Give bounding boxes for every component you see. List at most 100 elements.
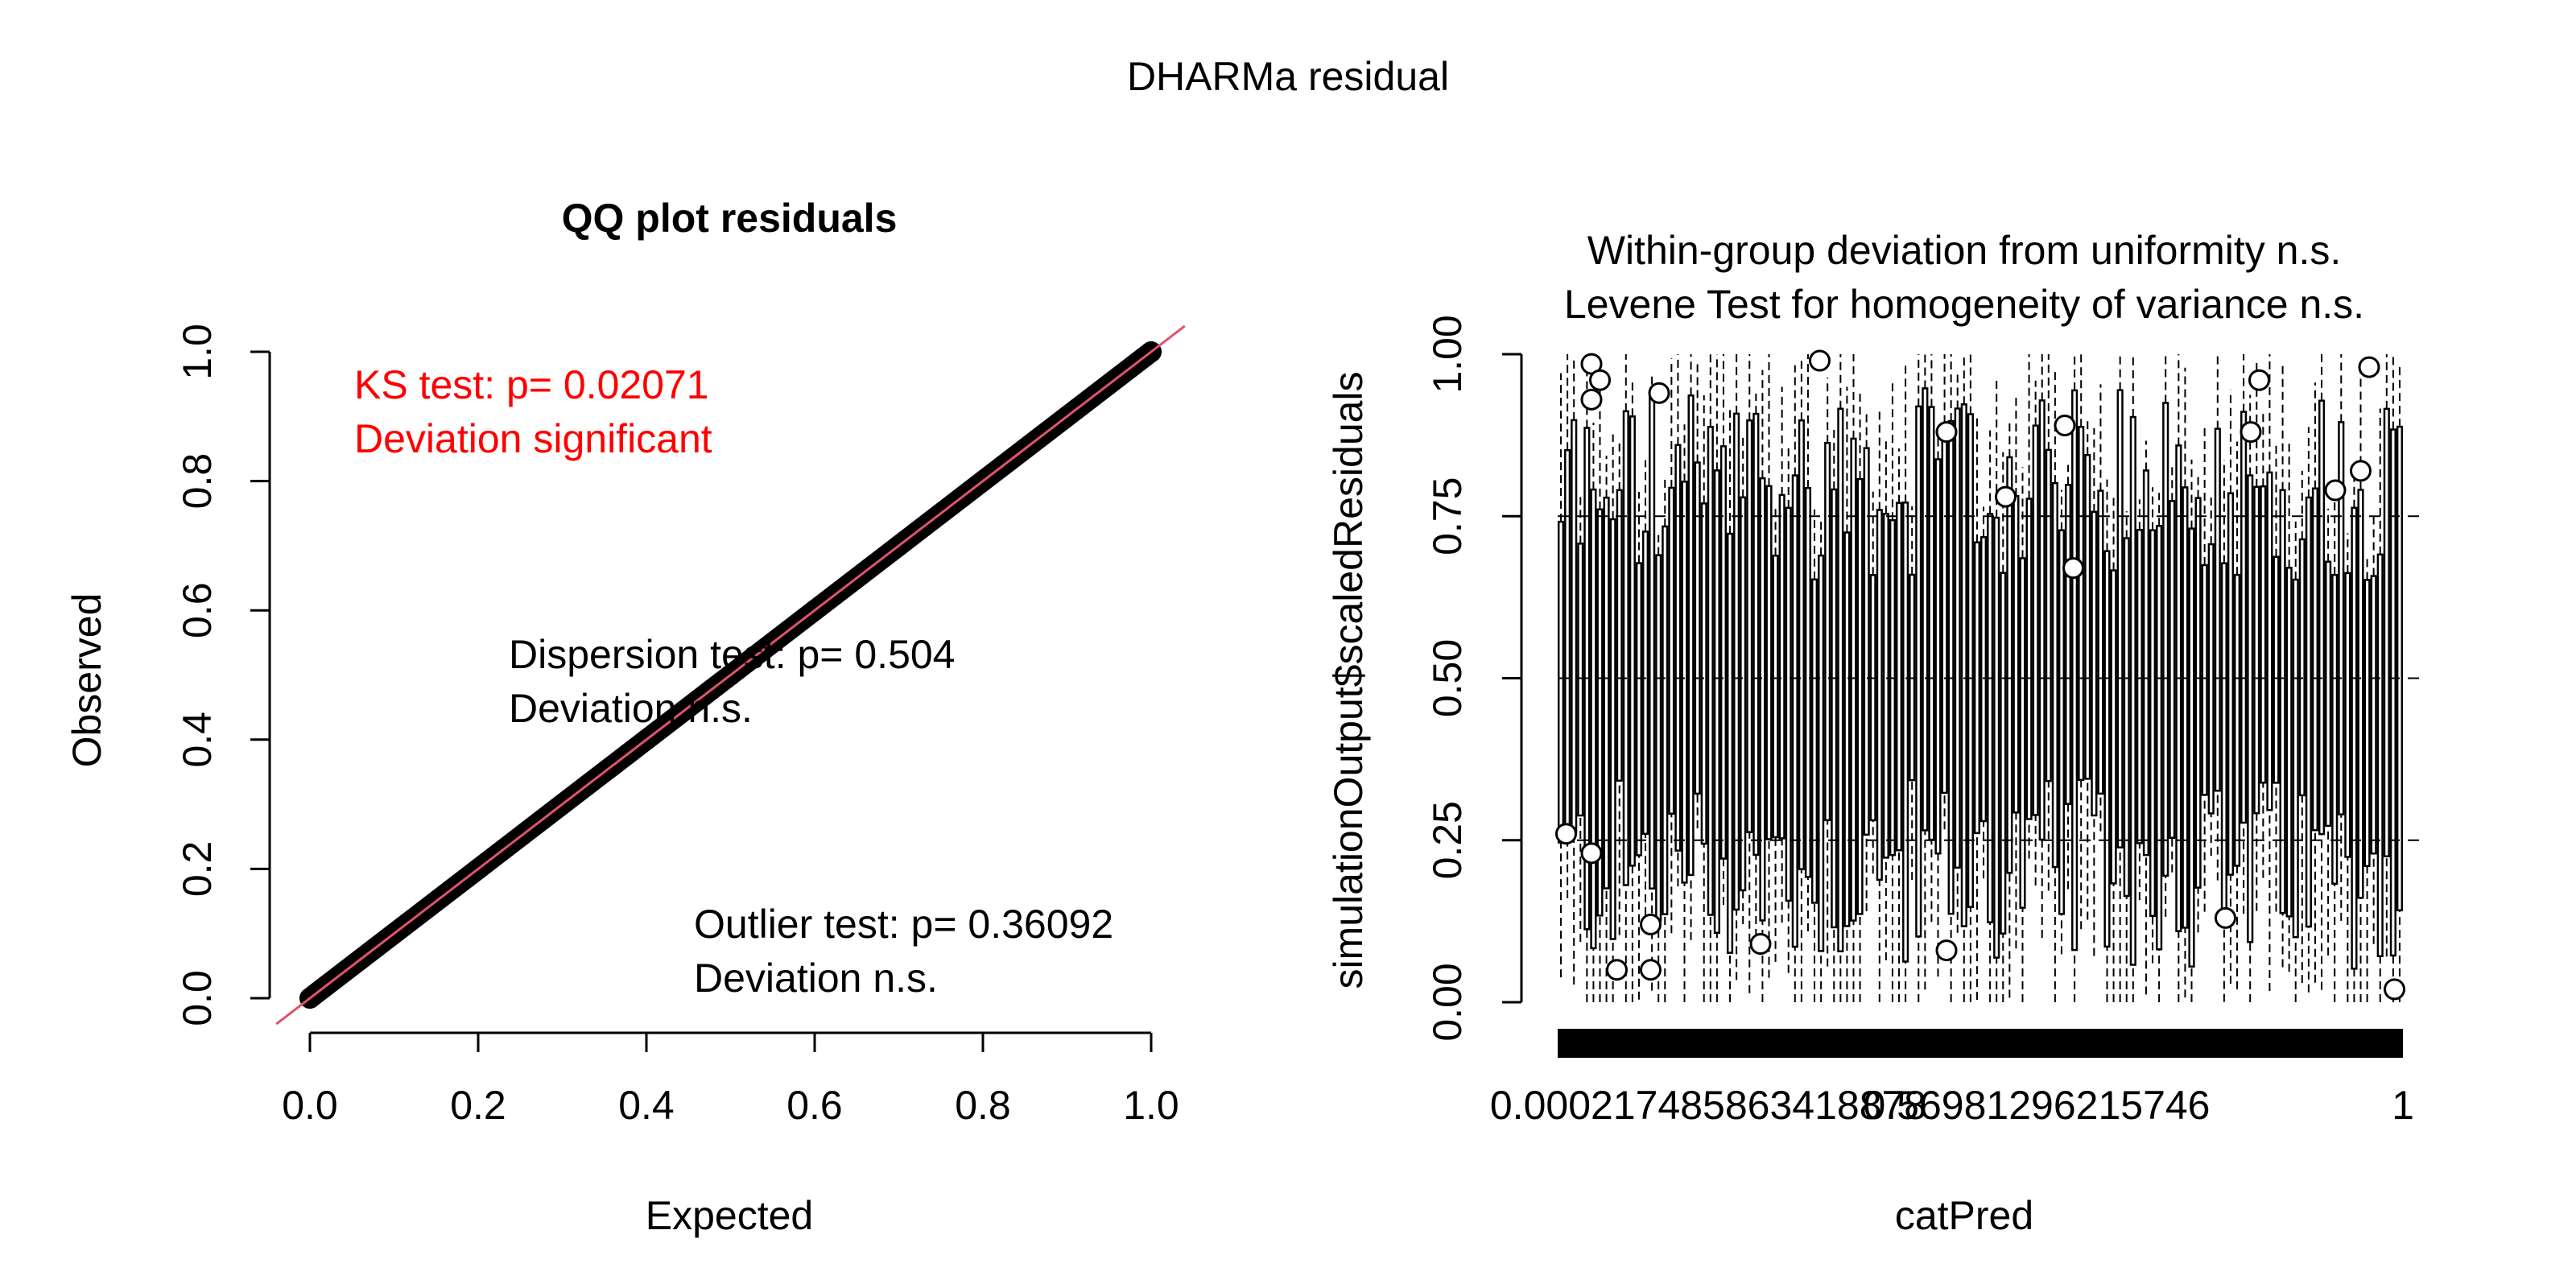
boxplot-box [2194, 497, 2202, 889]
boxplot-box [1772, 555, 1779, 839]
boxplot-box [1915, 405, 1922, 938]
boxplot-box [1641, 530, 1649, 836]
boxplot-box [2338, 421, 2345, 815]
boxplot-outlier [2062, 557, 2084, 580]
boxplot-outlier [2350, 460, 2372, 482]
boxplot-box [2363, 579, 2371, 868]
qq-y-tick-label: 0.2 [175, 841, 220, 898]
boxplot-outlier [2384, 978, 2405, 1001]
boxplot-y-tick-label: 1.00 [1425, 315, 1470, 393]
boxplot-outliers [1555, 349, 2405, 1001]
dispersion-deviation-text: Deviation n.s. [509, 686, 753, 731]
boxplot-box [2227, 492, 2235, 876]
boxplot-box [2214, 427, 2221, 792]
boxplot-box [2247, 474, 2254, 943]
boxplot-box [1947, 419, 1955, 915]
qq-axes: 0.0 0.2 0.4 0.6 0.8 1.0 0.0 0.2 0.4 0.6 0.8 1.0 [175, 324, 1179, 1128]
boxplot-x-axis-label: catPred [1895, 1193, 2033, 1238]
qq-y-axis-label: Observed [64, 593, 109, 768]
qq-y-tick-label: 0.8 [175, 453, 220, 510]
boxplot-y-axis-label: simulationOutput$scaledResiduals [1326, 371, 1371, 989]
boxplot-x-tick-label: 1 [2392, 1083, 2414, 1128]
boxplot-outlier [1580, 842, 1603, 865]
qq-x-axis-label: Expected [646, 1193, 813, 1238]
boxplot-box [2110, 569, 2117, 885]
boxplot-box [2103, 550, 2111, 948]
boxplot-box [1922, 387, 1929, 832]
boxplot-box [2097, 489, 2104, 795]
boxplot-box [1681, 481, 1688, 884]
boxplot-outlier [1580, 388, 1603, 411]
boxplot-outlier [1606, 959, 1628, 981]
boxplot-box [2116, 389, 2124, 848]
boxplot-box [1810, 578, 1818, 904]
boxplot-panel: Within-group deviation from uniformity n… [1326, 228, 2427, 1238]
boxplot-y-tick-label: 0.00 [1425, 963, 1470, 1041]
boxplot-box [1733, 412, 1740, 911]
boxplot-box [2156, 525, 2163, 951]
boxplot-y-tick-label: 0.75 [1425, 477, 1470, 555]
boxplot-box [2084, 453, 2091, 780]
boxplot-outlier [1749, 933, 1772, 956]
boxplot-box [2279, 489, 2286, 914]
qq-reference-line [275, 324, 1186, 1026]
boxplot-box [1662, 525, 1669, 915]
boxplot-box [2091, 510, 2098, 817]
boxplot-box [1934, 458, 1942, 855]
boxplot-outlier [2215, 906, 2236, 929]
boxplot-box [1616, 489, 1623, 782]
boxplot-box [2136, 528, 2143, 844]
boxplot-box [2149, 529, 2157, 918]
boxplot-box [1700, 502, 1707, 845]
qq-y-tick-label: 0.6 [175, 582, 220, 638]
qq-y-tick-label: 1.0 [175, 324, 220, 380]
boxplot-box [1902, 502, 1909, 963]
boxplot-box [1596, 508, 1604, 917]
boxplot-outlier [2248, 369, 2270, 391]
qq-y-tick-label: 0.0 [175, 970, 220, 1026]
boxplot-box [2019, 557, 2026, 909]
boxplot-box [1843, 531, 1851, 927]
boxplot-box [1583, 427, 1591, 931]
boxplot-box [1740, 496, 1747, 892]
boxplot-box [1635, 562, 1643, 857]
boxplot-box [1759, 477, 1766, 922]
outlier-deviation-text: Deviation n.s. [694, 956, 938, 1001]
boxplot-x-rug [1558, 1029, 2403, 1058]
boxplot-box [2201, 564, 2208, 796]
boxplot-box [1993, 516, 2000, 959]
boxplot-outlier [1640, 913, 1662, 935]
boxplot-box [2396, 425, 2404, 911]
qq-x-tick-label: 0.6 [786, 1083, 843, 1128]
boxplot-box [1837, 407, 1844, 952]
boxplot-box [2344, 572, 2351, 858]
boxplot-box [1987, 513, 1994, 923]
boxplot-box [1831, 488, 1838, 929]
boxplot-box [1928, 406, 1935, 841]
boxplot-box [2182, 486, 2189, 929]
boxplot-box [2169, 500, 2176, 839]
boxplot-box [2038, 399, 2046, 841]
boxplot-box [1889, 518, 1897, 857]
boxplot-box [1746, 419, 1753, 833]
boxplot-box [2376, 553, 2384, 958]
boxplot-box [2253, 485, 2260, 815]
boxplot-box [2071, 389, 2079, 952]
boxplot-box [1752, 412, 1760, 857]
boxplot-box [2266, 471, 2273, 811]
boxplot-box [2006, 456, 2013, 874]
boxplot-outlier [1995, 485, 2017, 508]
boxplot-box [1876, 509, 1883, 881]
boxplot-box [1804, 486, 1812, 878]
boxplot-box [2032, 424, 2039, 816]
boxplot-box [1895, 502, 1903, 852]
boxplot-outlier [1640, 959, 1662, 981]
boxplot-box [2078, 426, 2085, 782]
boxplot-box [1577, 543, 1584, 817]
boxplot-box [2370, 575, 2377, 855]
boxplot-box [2045, 448, 2052, 782]
qq-plot-title: QQ plot residuals [562, 196, 898, 241]
boxplot-box [1778, 493, 1785, 840]
boxplot-box [2357, 489, 2364, 899]
